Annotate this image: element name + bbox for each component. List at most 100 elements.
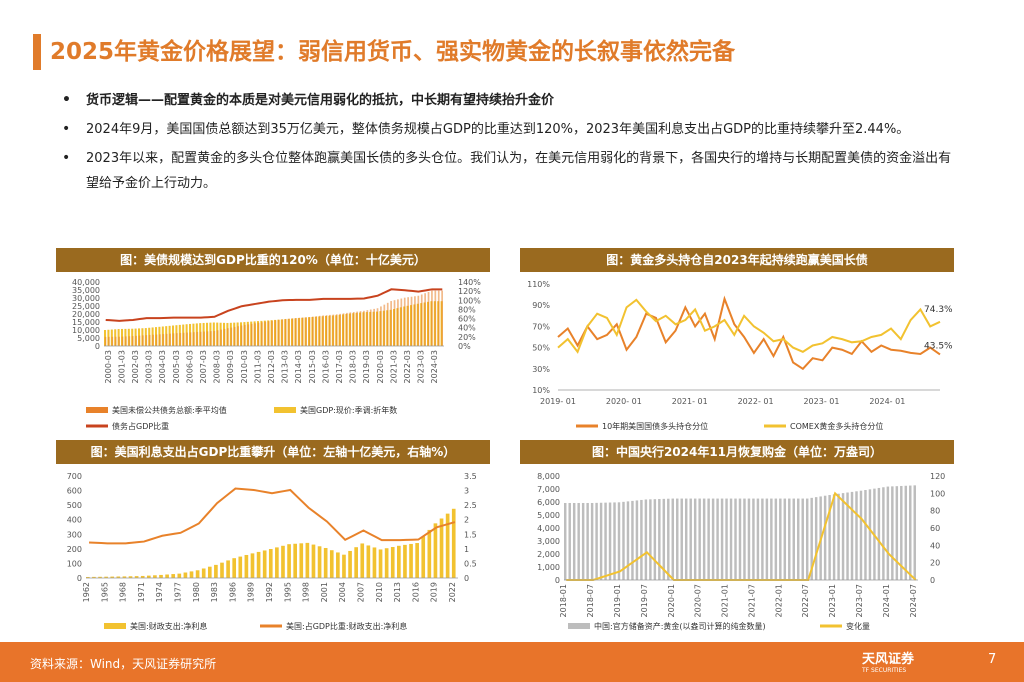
chart3-interest-bar: [372, 547, 377, 578]
chart3-interest-bar: [299, 543, 304, 578]
chart2-y-tick: 10%: [532, 386, 550, 395]
chart4-reserve-bar: [855, 491, 858, 580]
bullet-text: 2023年以来，配置黄金的多头仓位整体跑赢美国长债的多头仓位。我们认为，在美元信…: [86, 151, 952, 191]
chart4-reserve-bar: [599, 502, 603, 580]
chart4-reserve-bar: [846, 492, 849, 580]
chart1-debt-bar: [227, 328, 229, 346]
chart1-debt-bar: [189, 332, 192, 346]
chart1-legend-debt-swatch: [86, 407, 108, 413]
chart4-reserve-bar: [814, 497, 818, 580]
chart4-svg: 8,000 7,000 6,000 5,000 4,000 3,000 2,000 1,000…: [537, 472, 945, 631]
chart2-series-line: [557, 295, 941, 371]
chart3-interest-bar: [238, 556, 243, 578]
chart3-x-tick: 2019: [430, 582, 439, 602]
chart1-debt-bar: [295, 318, 297, 346]
chart1-debt-bar: [233, 326, 236, 346]
chart1-title: 图：美债规模达到GDP比重的120%（单位：十亿美元）: [56, 248, 490, 272]
chart1-debt-bar: [247, 324, 250, 346]
chart4-legend-reserve-swatch: [568, 623, 590, 629]
chart3-interest-bar: [293, 543, 298, 578]
chart3-y-right-tick: 2: [464, 516, 469, 525]
chart4-reserve-bar: [895, 486, 899, 580]
chart1-x-tick: 2019-03: [362, 350, 371, 383]
chart3-y-left-tick: 700: [67, 472, 82, 481]
chart4-reserve-bar: [788, 498, 791, 580]
chart1-debt-bar: [305, 317, 307, 346]
chart2-annotation: 74.3%: [924, 305, 953, 315]
chart1-y-right-tick: 60%: [458, 315, 476, 324]
chart1-y-right-tick: 80%: [458, 305, 476, 314]
chart1-x-tick: 2022-03: [403, 350, 412, 383]
chart2-x-tick: 2020- 01: [606, 397, 642, 406]
chart1-debt-bar: [257, 322, 260, 346]
chart3-interest-bar: [384, 548, 389, 578]
chart3-y-right-tick: 1.5: [464, 530, 477, 539]
chart4-x-tick: 2020-07: [694, 584, 703, 617]
chart3-x-tick: 2016: [411, 582, 420, 602]
chart2-x-tick: 2021- 01: [672, 397, 708, 406]
chart4-reserve-bar: [882, 487, 885, 580]
chart1-debt-bar: [108, 336, 110, 346]
chart4-reserve-bar: [877, 487, 881, 580]
chart4-reserve-bar: [859, 490, 863, 580]
chart1-debt-bar: [359, 311, 362, 346]
chart3-x-tick: 1974: [155, 582, 164, 602]
chart1-debt-bar: [318, 315, 321, 346]
chart1-debt-bar: [281, 319, 284, 346]
chart3-interest-bar: [153, 575, 157, 578]
chart1-debt-bar: [199, 331, 202, 346]
bullet-list: • 货币逻辑——配置黄金的本质是对美元信用弱化的抵抗，中长期有望持续抬升金价 • 2…: [62, 88, 962, 200]
chart3-y-left-tick: 600: [67, 487, 82, 496]
chart1-debt-bar: [315, 316, 318, 346]
chart4-reserve-bar: [684, 498, 688, 580]
chart1-debt-bar: [271, 320, 273, 346]
chart4-x-tick: 2024-07: [909, 584, 918, 617]
chart4-x-tick: 2019-07: [640, 584, 649, 617]
chart3-y-left-tick: 100: [67, 559, 82, 568]
chart4-reserve-bar: [850, 491, 854, 580]
source-note: 资料来源：Wind，天风证券研究所: [30, 657, 217, 671]
chart4-reserve-bar: [622, 501, 625, 580]
chart1-debt-bar: [254, 323, 256, 346]
chart3-x-tick: 1995: [283, 582, 292, 602]
chart1-y-right-tick: 140%: [458, 278, 481, 287]
chart1-debt-bar: [145, 335, 148, 346]
chart1-y-right-tick: 100%: [458, 296, 481, 305]
chart1-debt-bar: [369, 309, 372, 346]
chart3-interest-bar: [397, 545, 401, 578]
chart3-interest-bar: [421, 536, 426, 578]
chart4-reserve-bar: [693, 498, 697, 580]
chart1-y-left-tick: 10,000: [72, 326, 100, 335]
chart3-interest-bar: [311, 544, 316, 578]
chart3-x-tick: 1971: [137, 582, 146, 602]
chart4-y-right-tick: 60: [930, 524, 940, 533]
chart3-interest-bar: [110, 576, 115, 578]
chart4-x-tick: 2023-01: [828, 584, 837, 617]
chart3-interest-bar: [165, 574, 169, 578]
chart3-legend-interest-swatch: [104, 623, 126, 629]
chart1-debt-bar: [182, 332, 185, 346]
chart4-y-right-tick: 80: [930, 507, 940, 516]
chart1-debt-bar: [118, 336, 120, 346]
chart4-reserve-bar: [810, 497, 813, 580]
chart1-x-tick: 2016-03: [321, 350, 330, 383]
chart4-x-tick: 2022-07: [801, 584, 810, 617]
chart4-reserve-bar: [761, 498, 764, 580]
chart3-x-tick: 2004: [338, 582, 347, 602]
chart4-reserve-bar: [564, 502, 567, 580]
chart1-x-tick: 2000-03: [104, 350, 113, 383]
chart4-y-right-tick: 0: [930, 576, 935, 585]
chart4-reserve-bar: [797, 498, 800, 580]
chart1-debt-bar: [346, 312, 348, 346]
chart1-debt-bar: [155, 334, 158, 346]
bullet-item: • 2024年9月，美国国债总额达到35万亿美元，整体债务规模占GDP的比重达到1…: [62, 117, 962, 142]
chart1-debt-bar: [128, 336, 131, 346]
chart1-debt-bar: [332, 314, 335, 346]
chart1-debt-bar: [386, 302, 389, 346]
chart3-interest-bar: [177, 573, 182, 578]
chart1-debt-bar: [114, 336, 117, 346]
chart1-x-tick: 2023-03: [417, 350, 426, 383]
chart4-reserve-bar: [680, 498, 683, 580]
chart4-y-left-tick: 0: [555, 576, 560, 585]
chart2-y-tick: 70%: [532, 322, 550, 331]
